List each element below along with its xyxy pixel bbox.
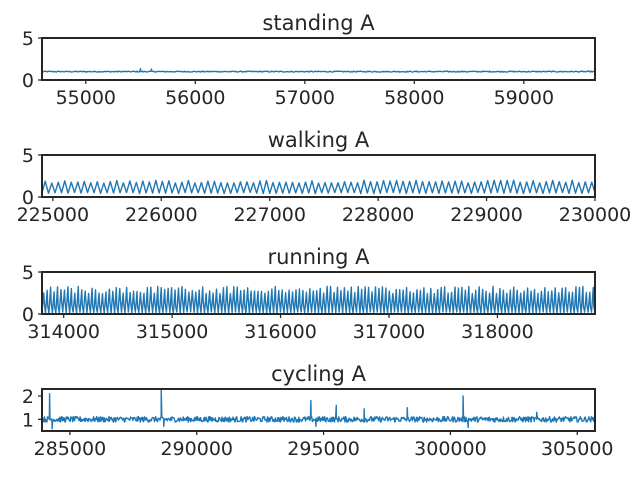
x-tick-label: 285000 — [34, 438, 107, 460]
y-tick-label: 2 — [22, 386, 34, 408]
y-tick-label: 5 — [22, 28, 34, 50]
data-line — [41, 179, 596, 195]
subplot-2: walking A 225000 226000 227000 228000 229000 2… — [17, 128, 632, 226]
data-line — [41, 389, 596, 430]
x-tick-label: 227000 — [233, 204, 306, 226]
plot-frame — [41, 37, 596, 81]
x-tick-label: 314000 — [27, 321, 100, 343]
subplot-1: standing A 55000 56000 57000 58000 59000 0 5 — [22, 11, 596, 109]
x-tick-label: 225000 — [17, 204, 90, 226]
data-line — [41, 285, 596, 314]
x-tick-label: 315000 — [136, 321, 209, 343]
x-tick-label: 230000 — [559, 204, 632, 226]
x-tick-label: 290000 — [160, 438, 233, 460]
y-tick-label: 0 — [22, 304, 34, 326]
x-tick-label: 317000 — [353, 321, 426, 343]
x-tick-label: 295000 — [287, 438, 360, 460]
y-tick-label: 1 — [22, 409, 34, 431]
plot-frame — [41, 154, 596, 198]
x-tick-label: 305000 — [541, 438, 614, 460]
x-tick-label: 57000 — [275, 87, 335, 109]
plot-frame — [41, 388, 596, 432]
y-tick-label: 5 — [22, 145, 34, 167]
subplot-title: walking A — [268, 128, 370, 152]
x-tick-label: 316000 — [244, 321, 317, 343]
y-tick-label: 0 — [22, 187, 34, 209]
x-tick-label: 229000 — [450, 204, 523, 226]
x-tick-label: 300000 — [414, 438, 487, 460]
y-tick-label: 5 — [22, 262, 34, 284]
subplot-title: running A — [267, 245, 370, 269]
x-tick-label: 59000 — [494, 87, 554, 109]
subplot-4: cycling A 285000 290000 295000 300000 305000 1… — [22, 362, 614, 460]
plot-frame — [41, 271, 596, 315]
x-tick-label: 228000 — [342, 204, 415, 226]
subplot-title: standing A — [262, 11, 375, 35]
data-line — [41, 67, 596, 73]
x-tick-label: 226000 — [125, 204, 198, 226]
subplot-title: cycling A — [271, 362, 367, 386]
y-tick-label: 0 — [22, 70, 34, 92]
x-tick-label: 58000 — [384, 87, 444, 109]
x-tick-label: 318000 — [461, 321, 534, 343]
subplot-3: running A 314000 315000 316000 317000 318000 0… — [22, 245, 596, 343]
x-tick-label: 55000 — [56, 87, 116, 109]
x-tick-label: 56000 — [165, 87, 225, 109]
